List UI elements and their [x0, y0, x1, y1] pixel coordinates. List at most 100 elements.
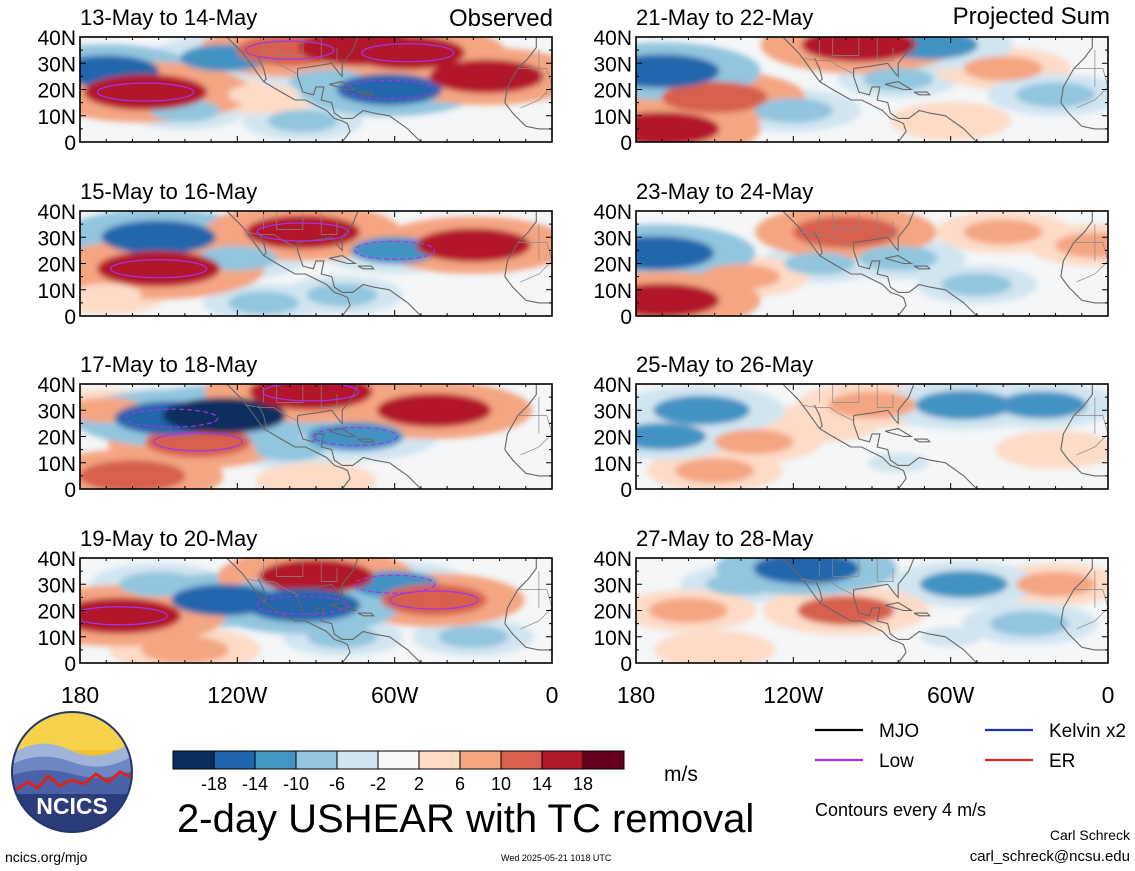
- shear-anomaly-core: [636, 54, 720, 88]
- shear-anomaly-core: [249, 384, 373, 410]
- y-tick-label: 40N: [37, 201, 76, 224]
- y-tick-label: 40N: [593, 27, 632, 50]
- y-tick-label: 30N: [37, 574, 76, 597]
- y-tick-label: 20N: [37, 80, 76, 103]
- borders: [785, 558, 1108, 630]
- y-tick-label: 20N: [37, 254, 76, 277]
- coastlines: [226, 211, 552, 316]
- y-tick-label: 30N: [593, 574, 632, 597]
- colorbar-swatch: [541, 750, 584, 770]
- shear-anomaly-core: [858, 245, 938, 271]
- colorbar-tick: -6: [329, 774, 345, 794]
- shear-anomaly-core: [792, 216, 899, 248]
- shear-anomaly-core: [80, 460, 186, 489]
- y-tick-label: 0: [620, 132, 632, 155]
- coastlines: [782, 37, 1108, 142]
- shear-anomaly-core: [828, 391, 916, 419]
- x-tick-label: 180: [61, 682, 99, 708]
- y-tick-label: 10N: [593, 280, 632, 303]
- x-tick-label: 180: [617, 682, 655, 708]
- colorbar-tick: 2: [414, 774, 424, 794]
- legend-label: Low: [879, 751, 914, 772]
- y-tick-label: 20N: [593, 601, 632, 624]
- shear-anomaly-core: [753, 98, 833, 123]
- x-tick-label: 0: [1102, 682, 1115, 708]
- shear-anomaly-core: [101, 220, 216, 255]
- colorbar: -18 -14 -10 -6 -2 2 6 10 14 18: [172, 750, 642, 801]
- shear-anomaly-core: [636, 236, 715, 270]
- y-tick-label: 40N: [593, 548, 632, 571]
- low-contours: [110, 222, 436, 279]
- x-tick-label: 60W: [927, 682, 975, 708]
- panel-title: 17-May to 18-May: [80, 352, 257, 377]
- shear-anomaly-core: [784, 252, 855, 275]
- shear-anomaly-core: [376, 393, 492, 428]
- borders: [229, 384, 552, 456]
- shear-anomaly-core: [228, 83, 299, 107]
- colorbar-tick: -2: [370, 774, 386, 794]
- y-tick-label: 30N: [37, 53, 76, 76]
- y-tick-label: 0: [64, 306, 76, 329]
- ticks: [635, 557, 1109, 664]
- panel-title: 15-May to 16-May: [80, 179, 257, 204]
- colorbar-tick: 10: [491, 774, 511, 794]
- shear-anomaly-core: [416, 228, 531, 262]
- y-tick-label: 20N: [37, 427, 76, 450]
- author-name: Carl Schreck: [1049, 827, 1130, 843]
- shear-anomaly-core: [381, 584, 487, 616]
- shear-anomaly-core: [97, 250, 221, 287]
- y-tick-label: 10N: [37, 627, 76, 650]
- ticks: [79, 557, 553, 664]
- panel-title: 27-May to 28-May: [636, 526, 813, 551]
- projected-sum-label: Projected Sum: [952, 3, 1110, 30]
- y-tick-label: 0: [64, 132, 76, 155]
- y-tick-label: 10N: [37, 280, 76, 303]
- y-tick-label: 30N: [593, 400, 632, 423]
- shear-anomaly-core: [941, 273, 1013, 296]
- colorbar-tick: -10: [283, 774, 309, 794]
- y-tick-label: 20N: [37, 601, 76, 624]
- shear-anomaly-core: [267, 109, 339, 133]
- figure-title: 2-day USHEAR with TC removal: [177, 797, 755, 841]
- colorbar-swatch: [500, 750, 543, 770]
- legend-label: MJO: [879, 721, 919, 742]
- shear-anomaly-core: [307, 625, 378, 649]
- borders: [785, 384, 1108, 456]
- y-tick-label: 10N: [593, 453, 632, 476]
- legend-label: ER: [1049, 751, 1075, 772]
- shear-anomaly-core: [919, 626, 982, 647]
- shear-anomaly-core: [119, 571, 199, 597]
- x-axis-labels: 180 120W 60W 0 180 120W 60W 0: [61, 682, 1115, 708]
- shear-anomaly-core: [963, 56, 1043, 81]
- y-tick-label: 30N: [37, 400, 76, 423]
- shear-anomaly-core: [784, 412, 855, 435]
- borders: [229, 211, 552, 283]
- shear-anomaly-core: [438, 625, 509, 649]
- website-url[interactable]: ncics.org/mjo: [5, 849, 88, 865]
- coastlines: [226, 37, 552, 142]
- x-tick-label: 120W: [763, 682, 823, 708]
- y-tick-label: 10N: [593, 106, 632, 129]
- colorbar-swatch: [213, 750, 256, 770]
- ticks: [635, 210, 1109, 317]
- shear-anomaly-core: [675, 458, 755, 484]
- shear-anomaly-core: [701, 264, 781, 290]
- x-tick-label: 120W: [207, 682, 267, 708]
- coastlines: [782, 211, 1108, 316]
- y-tick-label: 0: [620, 479, 632, 502]
- low-contours: [80, 574, 479, 626]
- shear-anomaly-core: [228, 291, 299, 315]
- borders: [229, 558, 552, 630]
- ticks: [635, 36, 1109, 143]
- colorbar-swatch: [582, 750, 625, 770]
- timestamp: Wed 2025-05-21 1018 UTC: [501, 853, 612, 863]
- colorbar-swatch: [295, 750, 338, 770]
- shear-anomaly-core: [653, 395, 750, 425]
- shear-anomaly-core: [1015, 82, 1096, 108]
- y-tick-label: 30N: [593, 53, 632, 76]
